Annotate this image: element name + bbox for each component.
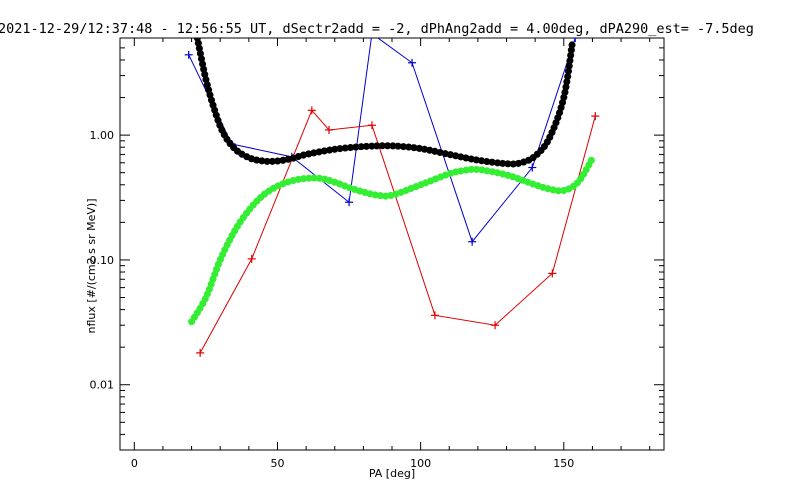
y-tick-label: 0.10 [90,254,115,267]
x-tick-label: 100 [410,457,431,470]
series-1-point [491,321,500,330]
series-1-point [591,112,600,121]
series-1-point [325,125,334,134]
y-axis-label: nflux [#/(cm2 s sr MeV)] [85,199,98,334]
series-0-point [528,163,537,172]
chart-title: 2021-12-29/12:37:48 - 12:56:55 UT, dSect… [0,21,754,37]
series-1-point [548,269,557,278]
series-0-line [188,38,576,243]
y-tick-label: 0.01 [90,379,115,392]
plot-frame [119,37,665,451]
x-tick-label: 150 [553,457,574,470]
series-0-point [408,58,417,67]
series-0-point [468,237,477,246]
series-1-point [367,121,376,130]
x-tick-label: 0 [131,457,138,470]
series-2-curve [193,38,576,168]
x-axis-label: PA [deg] [369,467,415,480]
x-tick-label: 50 [270,457,284,470]
series-1-point [430,311,439,320]
series-1-point [307,106,316,115]
series-0-point [571,38,580,42]
series-1-point [196,348,205,357]
series-3-curve [188,154,596,326]
series-0-point [345,198,354,207]
y-tick-label: 1.00 [90,129,115,142]
series-0-point [184,50,193,59]
series-1-point [247,254,256,263]
